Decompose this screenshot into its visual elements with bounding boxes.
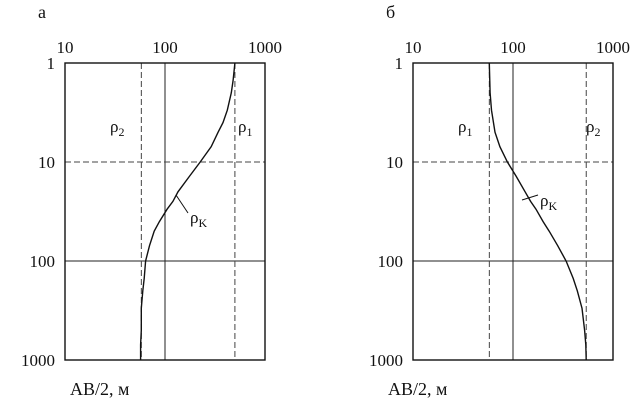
y-axis-title: AB/2, м xyxy=(388,379,447,399)
panel-label: б xyxy=(386,2,395,22)
y-tick-label: 1000 xyxy=(369,351,403,370)
apparent-resistivity-curve xyxy=(139,62,236,360)
y-tick-label: 10 xyxy=(386,153,403,172)
y-tick-label: 1000 xyxy=(21,351,55,370)
apparent-resistivity-curve xyxy=(488,62,587,361)
plot-frame xyxy=(64,62,266,361)
label-rhok: ρK xyxy=(190,208,207,230)
rhok-leader xyxy=(521,194,539,201)
y-tick-label: 1 xyxy=(395,54,404,73)
y-tick-label: 10 xyxy=(38,153,55,172)
y-tick-label: 1 xyxy=(47,54,56,73)
x-tick-label: 100 xyxy=(152,38,178,57)
plot-frame xyxy=(412,62,614,361)
x-tick-label: 100 xyxy=(500,38,526,57)
x-tick-label: 10 xyxy=(405,38,422,57)
x-tick-label: 1000 xyxy=(596,38,630,57)
y-axis-title: AB/2, м xyxy=(70,379,129,399)
label-rho2: ρ2 xyxy=(110,117,124,139)
x-tick-label: 10 xyxy=(57,38,74,57)
label-rhok: ρK xyxy=(540,191,557,213)
rhok-leader xyxy=(175,194,189,214)
x-tick-label: 1000 xyxy=(248,38,282,57)
y-tick-label: 100 xyxy=(378,252,404,271)
label-rho1: ρ1 xyxy=(238,117,252,139)
label-rho2: ρ2 xyxy=(586,117,600,139)
panel-label: а xyxy=(38,2,46,22)
label-rho1: ρ1 xyxy=(458,117,472,139)
y-tick-label: 100 xyxy=(30,252,56,271)
